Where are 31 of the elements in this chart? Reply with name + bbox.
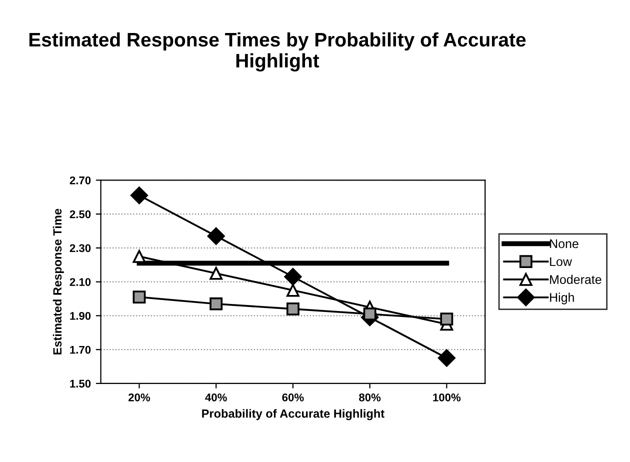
point [440, 312, 454, 326]
legend-label: Low [550, 257, 572, 266]
y-tick-label: 2.50 [70, 210, 91, 218]
x-tick-label: 20% [128, 393, 150, 402]
legend-label: High [550, 292, 574, 304]
point [438, 349, 456, 367]
x-tick-label: 80% [359, 393, 381, 402]
y-tick-label: 1.90 [70, 312, 91, 320]
y-axis-title: Estimated Response Time [52, 208, 64, 354]
chart-title: Estimated Response Times by Probability of Accurate Highlight [29, 32, 526, 72]
point [286, 284, 300, 297]
point [286, 302, 300, 316]
x-axis-title: Probability of Accurate Highlight [202, 409, 384, 420]
y-tick-label: 2.70 [70, 176, 91, 184]
point [132, 290, 146, 304]
legend-label: Moderate [550, 274, 602, 284]
legend-label: None [550, 239, 578, 248]
point [132, 250, 146, 263]
y-tick-label: 1.70 [70, 346, 91, 354]
y-tick-label: 2.10 [70, 278, 91, 286]
point [207, 227, 225, 245]
point [363, 308, 376, 320]
y-tick-label: 2.30 [70, 244, 91, 252]
y-tick-label: 1.50 [70, 380, 91, 388]
point [284, 268, 302, 286]
point [210, 297, 223, 310]
x-tick-label: 40% [205, 393, 227, 402]
point [130, 186, 148, 204]
point [210, 266, 223, 280]
x-tick-label: 60% [282, 393, 304, 402]
x-tick-label: 100% [433, 393, 461, 402]
